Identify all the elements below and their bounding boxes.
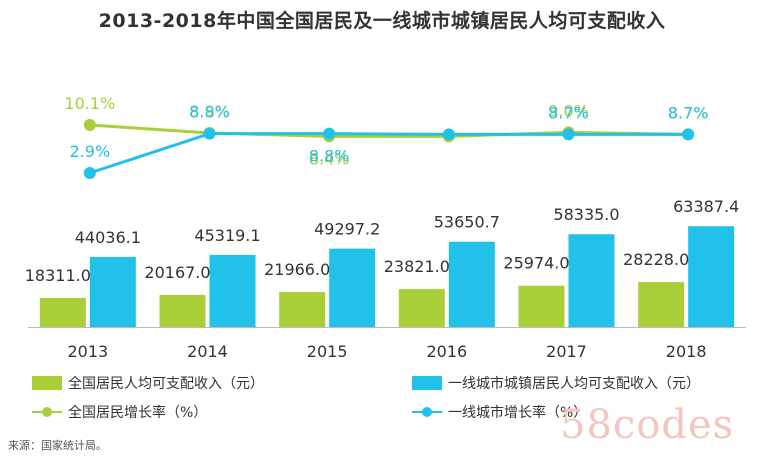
- line-label-tier1-2015: 8.8%: [309, 147, 350, 166]
- legend-line-national: 全国居民增长率（%）: [32, 402, 207, 422]
- bar-tier1-2018: [688, 226, 735, 327]
- line-label-tier1-2013: 2.9%: [70, 142, 111, 161]
- legend-blue-bar-swatch: [412, 376, 442, 390]
- legend-label: 全国居民增长率（%）: [68, 405, 208, 421]
- x-tick-label-2016: 2016: [426, 342, 467, 361]
- legend-green-bar-swatch: [32, 376, 62, 390]
- bar-label-tier1-2013: 44036.1: [75, 228, 141, 247]
- bar-label-national-2015: 21966.0: [264, 260, 330, 279]
- legend-bar-tier1: 一线城市城镇居民人均可支配收入（元）: [412, 373, 700, 393]
- bar-label-tier1-2017: 58335.0: [553, 205, 619, 224]
- line-label-national-2017: 9.0%: [548, 101, 589, 120]
- bar-tier1-2014: [209, 254, 256, 327]
- bar-national-2016: [398, 289, 445, 327]
- x-tick-label-2018: 2018: [666, 342, 707, 361]
- bar-tier1-2013: [89, 256, 136, 327]
- x-tick-label-2013: 2013: [67, 342, 108, 361]
- bar-label-national-2016: 23821.0: [384, 257, 450, 276]
- bar-label-national-2018: 28228.0: [623, 250, 689, 269]
- point-tier1-2018: [682, 128, 695, 141]
- x-tick-label-2015: 2015: [307, 342, 348, 361]
- bar-tier1-2016: [448, 241, 495, 327]
- bar-national-2013: [39, 297, 86, 327]
- line-label-tier1-2014: 8.8%: [189, 103, 230, 122]
- bar-label-national-2017: 25974.0: [503, 254, 569, 273]
- point-tier1-2016: [442, 128, 455, 141]
- line-tier1: [89, 132, 689, 175]
- bar-label-national-2014: 20167.0: [144, 263, 210, 282]
- x-tick-label-2017: 2017: [546, 342, 587, 361]
- line-national: [89, 123, 689, 138]
- point-tier1-2013: [83, 167, 96, 179]
- line-label-national-2015: 8.4%: [309, 149, 350, 168]
- bar-label-tier1-2015: 49297.2: [314, 220, 380, 239]
- source-note: 来源：国家统计局。: [8, 439, 107, 452]
- point-national-2013: [83, 119, 96, 131]
- bar-label-tier1-2014: 45319.1: [194, 226, 260, 245]
- bar-national-2014: [159, 294, 206, 327]
- bar-tier1-2015: [329, 248, 376, 327]
- line-label-tier1-2018: 8.7%: [668, 103, 709, 122]
- legend-green-line-swatch: [32, 405, 62, 419]
- line-label-tier1-2017: 8.7%: [548, 103, 589, 122]
- line-label-national-2014: 8.9%: [189, 102, 230, 121]
- line-label-national-2013: 10.1%: [64, 94, 115, 113]
- bar-national-2018: [638, 282, 685, 327]
- point-tier1-2015: [323, 127, 336, 140]
- watermark: 58codes: [560, 402, 735, 448]
- bar-national-2017: [518, 285, 565, 327]
- legend-label: 一线城市增长率（%）: [448, 405, 588, 421]
- point-tier1-2014: [203, 127, 216, 140]
- bar-national-2015: [279, 292, 326, 327]
- bar-label-national-2013: 18311.0: [25, 266, 91, 285]
- line-label-national-2018: 8.7%: [668, 103, 709, 122]
- legend-bar-national: 全国居民人均可支配收入（元）: [32, 373, 264, 393]
- bar-tier1-2017: [568, 234, 615, 327]
- legend-blue-line-swatch: [412, 405, 442, 419]
- bar-label-tier1-2016: 53650.7: [434, 213, 500, 232]
- legend-line-tier1: 一线城市增长率（%）: [412, 402, 587, 422]
- point-tier1-2017: [562, 128, 575, 141]
- x-tick-label-2014: 2014: [187, 342, 228, 361]
- legend-label: 全国居民人均可支配收入（元）: [68, 376, 264, 392]
- legend-label: 一线城市城镇居民人均可支配收入（元）: [448, 376, 700, 392]
- chart-title: 2013-2018年中国全国居民及一线城市城镇居民人均可支配收入: [98, 10, 666, 32]
- bar-label-tier1-2018: 63387.4: [673, 197, 739, 216]
